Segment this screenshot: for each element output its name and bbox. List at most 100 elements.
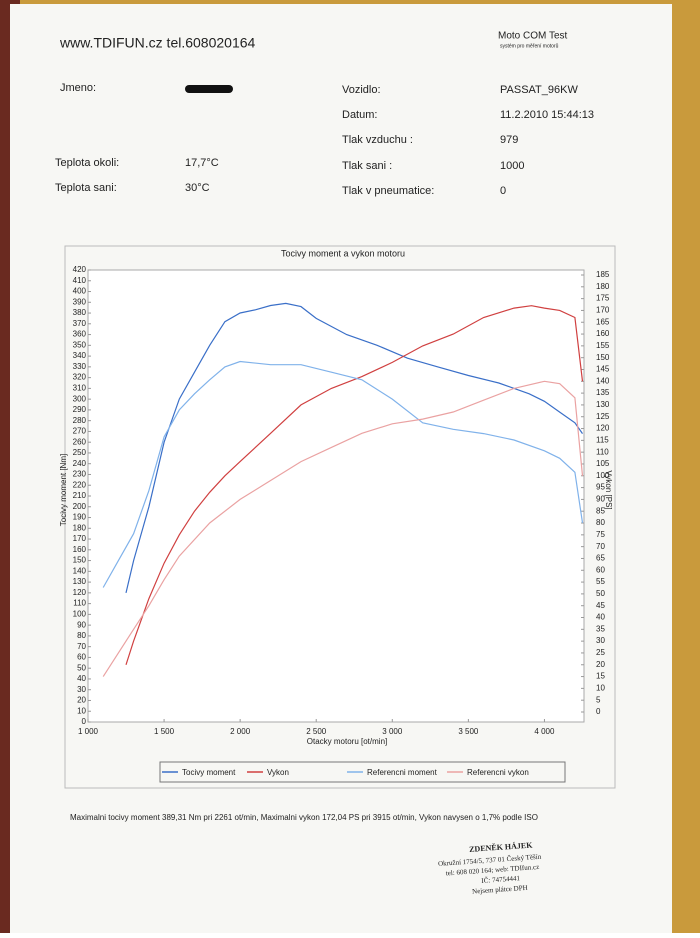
brand: Moto COM Test	[498, 31, 567, 42]
y2-tick-label: 120	[596, 424, 610, 433]
legend	[159, 761, 566, 783]
x-tick-label: 2 000	[230, 727, 251, 736]
y-tick-label: 260	[73, 437, 87, 446]
field-label: Tlak sani :	[342, 160, 392, 172]
series-line	[102, 360, 584, 588]
y2-tick-label: 95	[596, 483, 605, 492]
legend-label: Referencni vykon	[467, 768, 529, 777]
y-tick-label: 20	[77, 696, 86, 705]
y2-tick-label: 90	[596, 495, 605, 504]
y-tick-label: 370	[73, 319, 87, 328]
field-value: 1000	[500, 160, 524, 172]
y2-tick-label: 140	[596, 376, 610, 385]
legend-label: Referencni moment	[367, 768, 438, 777]
y2-tick-label: 150	[596, 353, 610, 362]
chart: 0102030405060708090100110120130140150160…	[73, 265, 610, 777]
y2-tick-label: 20	[596, 660, 605, 669]
y-tick-label: 250	[73, 448, 87, 457]
y-tick-label: 360	[73, 330, 87, 339]
plot-area	[87, 269, 585, 723]
y-tick-label: 50	[77, 663, 86, 672]
field-value: PASSAT_96KW	[500, 84, 578, 96]
legend-label: Vykon	[267, 768, 289, 777]
y-tick-label: 330	[73, 362, 87, 371]
brand-sub: systém pro měření motorů	[500, 42, 559, 49]
y-tick-label: 390	[73, 297, 87, 306]
y-tick-label: 170	[73, 534, 87, 543]
y2-tick-label: 110	[596, 447, 609, 456]
stamp-line: ZDENĚK HÁJEK	[469, 839, 534, 853]
series-line	[125, 302, 583, 594]
y-tick-label: 230	[73, 470, 87, 479]
y-tick-label: 420	[73, 265, 87, 274]
y2-tick-label: 180	[596, 282, 610, 291]
y2-tick-label: 130	[596, 400, 610, 409]
y-tick-label: 30	[77, 685, 86, 694]
x-tick-label: 4 000	[534, 727, 555, 736]
y2-tick-label: 35	[596, 624, 605, 633]
chart-title: Tocivy moment a vykon motoru	[281, 248, 405, 258]
summary: Maximalni tocivy moment 389,31 Nm pri 22…	[70, 813, 538, 822]
chart-frame	[64, 245, 616, 789]
y-tick-label: 270	[73, 427, 87, 436]
stamp-line: IČ: 74754441	[481, 874, 521, 885]
field-label: Teplota sani:	[55, 182, 117, 194]
x-tick-label: 1 000	[78, 727, 99, 736]
y-tick-label: 100	[73, 609, 87, 618]
y2-tick-label: 165	[596, 317, 610, 326]
y2-tick-label: 115	[596, 435, 609, 444]
y2-tick-label: 55	[596, 577, 605, 586]
redaction	[185, 85, 233, 93]
y2-tick-label: 45	[596, 601, 605, 610]
x-tick-label: 2 500	[306, 727, 327, 736]
y2-tick-label: 75	[596, 530, 605, 539]
y-tick-label: 180	[73, 523, 87, 532]
y2-tick-label: 15	[596, 672, 605, 681]
y2-tick-label: 145	[596, 365, 610, 374]
y-tick-label: 400	[73, 287, 87, 296]
y-tick-label: 310	[73, 383, 87, 392]
y2-tick-label: 5	[596, 695, 601, 704]
stamp-line: Nejsem plátce DPH	[472, 884, 528, 896]
field-value: 11.2.2010 15:44:13	[500, 109, 594, 121]
y2-tick-label: 60	[596, 565, 605, 574]
y2-tick-label: 80	[596, 518, 605, 527]
y-tick-label: 70	[77, 642, 86, 651]
series-line	[125, 305, 584, 665]
field-value: 0	[500, 185, 506, 197]
fields: Jmeno: Vozidlo: PASSAT_96KW Datum: 11.2.2010…	[55, 82, 594, 197]
y2-tick-label: 185	[596, 270, 610, 279]
y-tick-label: 110	[73, 599, 86, 608]
field-label: Tlak vzduchu :	[342, 134, 413, 146]
field-label: Tlak v pneumatice:	[342, 185, 434, 197]
field-value: 979	[500, 134, 518, 146]
field-label: Jmeno:	[60, 82, 96, 94]
y-tick-label: 60	[77, 653, 86, 662]
field-label: Vozidlo:	[342, 84, 381, 96]
y2-tick-label: 65	[596, 554, 605, 563]
y-tick-label: 140	[73, 566, 87, 575]
field-value: 17,7°C	[185, 157, 219, 169]
y2-tick-label: 85	[596, 506, 605, 515]
y-tick-label: 160	[73, 545, 87, 554]
y-tick-label: 280	[73, 416, 87, 425]
y2-tick-label: 170	[596, 306, 610, 315]
field-value: 30°C	[185, 182, 210, 194]
x-tick-label: 3 000	[382, 727, 403, 736]
field-label: Datum:	[342, 109, 377, 121]
field-label: Teplota okoli:	[55, 157, 119, 169]
y-tick-label: 80	[77, 631, 86, 640]
y2-axis-label: Vykon [PS]	[604, 470, 613, 509]
y-tick-label: 40	[77, 674, 86, 683]
y-tick-label: 200	[73, 502, 87, 511]
y-tick-label: 300	[73, 394, 87, 403]
x-tick-label: 1 500	[154, 727, 175, 736]
y2-tick-label: 30	[596, 636, 605, 645]
site: www.TDIFUN.cz tel.608020164	[59, 35, 256, 51]
y-tick-label: 0	[82, 717, 87, 726]
y2-tick-label: 125	[596, 412, 610, 421]
y2-tick-label: 70	[596, 542, 605, 551]
y2-tick-label: 105	[596, 459, 610, 468]
